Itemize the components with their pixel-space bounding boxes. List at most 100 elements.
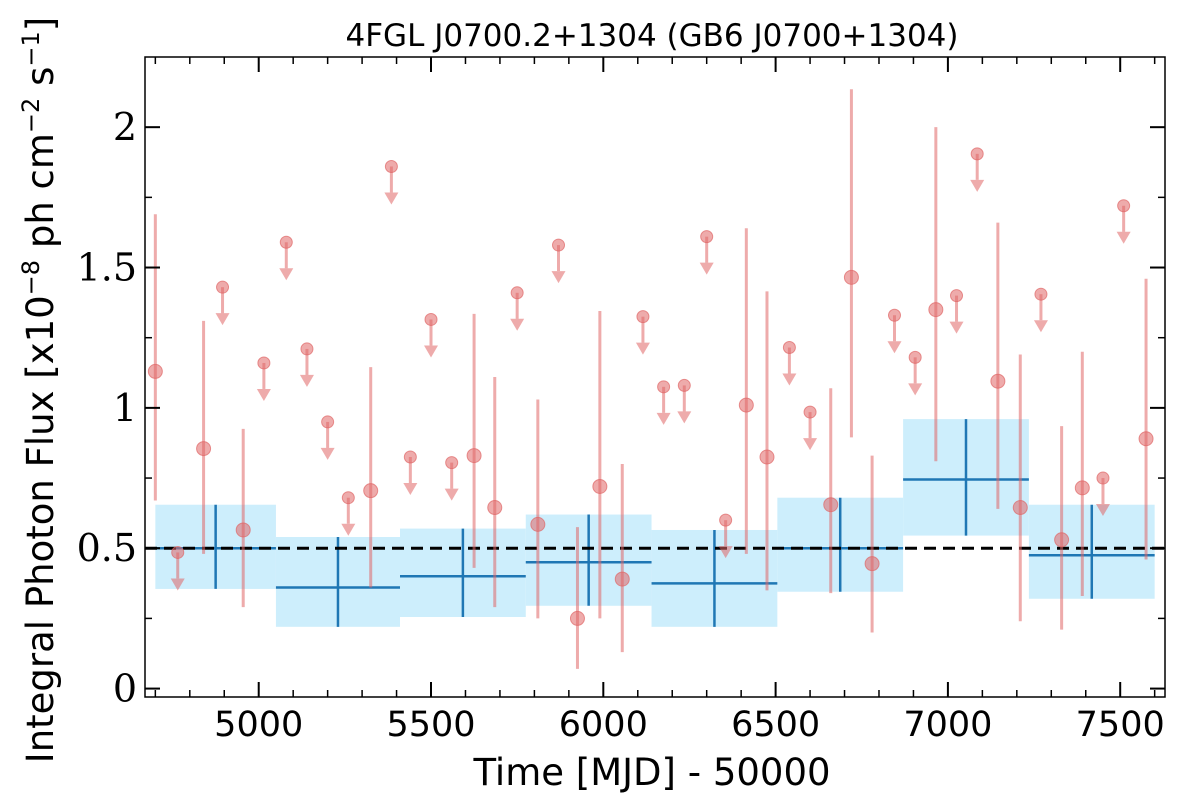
upper-limit-arrow-7 [384,192,399,205]
upper-limit-point-4 [300,342,314,356]
y-axis-label-exp2: −2 [17,98,45,133]
y-axis-label-exp3: −1 [17,31,45,66]
upper-limit-arrow-12 [551,271,566,284]
upper-limit-arrow-18 [782,373,797,386]
upper-limit-arrow-5 [320,447,335,460]
y-axis-label-end: ] [19,17,62,31]
plot-frame [144,56,1166,698]
upper-limit-point-11 [510,286,524,300]
measurement-point-3 [363,483,379,499]
upper-limit-arrow-8 [403,483,418,495]
y-axis-ticks: 0 0.5 1 1.5 2 [77,105,1165,711]
upper-limit-arrow-1 [215,313,230,326]
upper-limit-arrow-3 [279,268,294,281]
upper-limit-point-26 [1117,199,1131,213]
measurement-point-7 [569,610,585,626]
upper-limit-arrow-11 [510,318,525,331]
x-tick-label-2: 6000 [559,705,648,745]
measurement-point-6 [530,516,546,532]
x-tick-label-0: 5000 [214,705,303,745]
measurement-point-13 [843,269,859,285]
upper-limit-arrow-4 [299,374,314,387]
y-tick-label-0: 0 [113,667,137,711]
measurement-point-9 [614,571,630,587]
upper-limit-point-0 [171,545,185,559]
upper-limit-arrow-0 [170,578,185,591]
upper-limit-arrow-19 [803,438,818,451]
upper-limit-arrow-24 [1033,320,1048,333]
upper-limit-point-10 [445,456,459,470]
upper-limit-arrow-20 [887,341,902,354]
measurement-point-12 [823,497,839,513]
y-axis-label-mid: ph cm [19,133,62,260]
upper-limit-arrow-26 [1116,231,1131,244]
measurement-point-5 [487,500,503,516]
upper-limit-arrow-22 [949,321,964,334]
upper-limit-point-19 [803,405,817,419]
upper-limit-point-20 [887,308,901,322]
plot-area [145,89,1165,669]
y-axis-label-main: Integral Photon Flux [x10 [19,295,62,763]
measurement-point-0 [147,363,163,379]
y-tick-label-4: 2 [113,105,137,149]
measurement-point-10 [738,397,754,413]
upper-limit-arrow-17 [718,546,733,559]
upper-limit-point-8 [403,450,417,464]
upper-limit-point-7 [384,159,398,173]
daily-measurements [147,89,1154,669]
binned-light-curve [155,419,1155,627]
y-tick-label-1: 0.5 [77,526,137,570]
upper-limit-arrow-6 [341,523,356,536]
upper-limit-arrow-15 [677,411,692,424]
upper-limit-arrow-23 [970,179,985,192]
upper-limit-point-2 [257,356,271,370]
upper-limit-point-12 [552,238,566,252]
upper-limit-arrow-14 [656,412,671,425]
upper-limit-point-15 [677,378,691,392]
measurement-point-19 [1074,480,1090,496]
measurement-point-15 [928,302,944,318]
measurement-point-4 [466,448,482,464]
x-axis-ticks: 5000 5500 6000 6500 7000 7500 [154,57,1165,745]
y-axis-label-exp1: −8 [17,260,45,295]
measurement-point-11 [759,449,775,465]
upper-limit-point-21 [908,350,922,364]
upper-limit-point-17 [719,513,733,527]
upper-limit-point-14 [657,380,671,394]
upper-limit-point-18 [782,341,796,355]
x-tick-label-4: 7000 [903,705,992,745]
x-tick-label-1: 5500 [386,705,475,745]
measurement-point-1 [196,441,212,457]
y-axis-label-tail: s [19,67,62,98]
upper-limit-point-23 [970,147,984,161]
x-axis-label: Time [MJD] - 50000 [472,751,830,794]
chart-title: 4FGL J0700.2+1304 (GB6 J0700+1304) [346,18,959,54]
upper-limit-point-3 [279,235,293,249]
measurement-point-17 [1012,500,1028,516]
upper-limit-arrow-9 [424,345,439,358]
upper-limit-point-16 [700,230,714,244]
measurement-point-14 [864,556,880,572]
upper-limit-point-24 [1034,287,1048,301]
measurement-point-16 [990,373,1006,389]
upper-limit-arrow-10 [444,488,459,501]
x-tick-label-5: 7500 [1076,705,1165,745]
upper-limit-arrow-2 [256,388,271,401]
y-tick-label-2: 1 [113,386,137,430]
upper-limit-point-25 [1096,471,1110,485]
y-axis-label: Integral Photon Flux [x10−8 ph cm−2 s−1] [17,17,62,763]
y-tick-label-3: 1.5 [77,246,137,290]
measurement-point-18 [1054,532,1070,548]
upper-limit-point-5 [321,415,335,429]
upper-limit-point-13 [636,310,650,324]
upper-limit-point-1 [216,280,230,294]
upper-limit-arrow-21 [908,383,923,396]
upper-limit-arrow-16 [699,262,714,275]
upper-limit-arrow-25 [1095,504,1110,517]
upper-limit-point-22 [950,289,964,303]
x-tick-label-3: 6500 [731,705,820,745]
measurement-point-2 [235,522,251,538]
upper-limit-arrow-13 [635,342,650,355]
measurement-point-8 [592,478,608,494]
